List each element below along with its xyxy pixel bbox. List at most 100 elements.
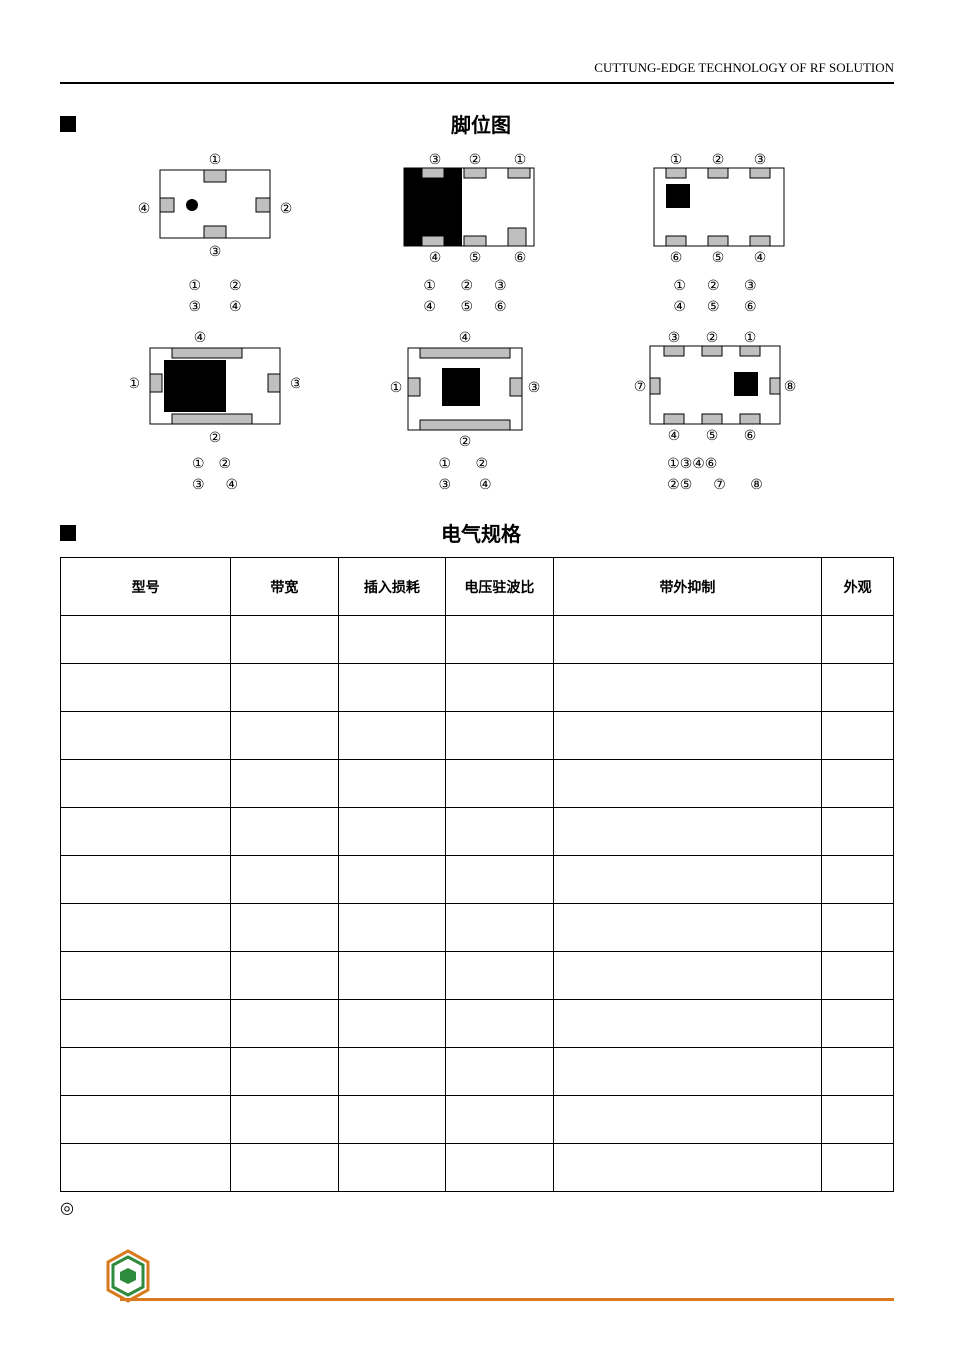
diagram-e: ④ ① ③ ② ① ② ③ ④ [380, 328, 550, 496]
table-row [61, 1000, 894, 1048]
pad-c-b3 [750, 236, 770, 246]
table-cell [553, 1096, 822, 1144]
table-cell [231, 712, 338, 760]
table-cell [446, 1000, 553, 1048]
footer-accent-line [120, 1298, 894, 1301]
table-cell [338, 904, 445, 952]
table-cell [231, 1048, 338, 1096]
col-header: 型号 [61, 558, 231, 616]
lf-2: ② [706, 331, 719, 346]
table-cell [446, 856, 553, 904]
table-cell [231, 760, 338, 808]
col-header: 带外抑制 [553, 558, 822, 616]
lf-4: ④ [668, 429, 681, 444]
section-pin-title-row: 脚位图 [60, 109, 894, 138]
header-tagline: CUTTUNG-EDGE TECHNOLOGY OF RF SOLUTION [60, 60, 894, 84]
pad-e-bot [420, 420, 510, 430]
pad-f-b2 [702, 414, 722, 424]
pad-bottom [204, 226, 226, 238]
lc-3: ③ [754, 153, 767, 168]
diagram-row-2: ④ ① ③ ② ① ② ③ ④ ④ ① ③ ② [130, 328, 894, 496]
table-cell [61, 952, 231, 1000]
table-row [61, 856, 894, 904]
pad-top [204, 170, 226, 182]
lc-4: ④ [754, 251, 767, 266]
table-cell [338, 760, 445, 808]
table-cell [338, 664, 445, 712]
lc-1: ① [670, 153, 683, 168]
label-4: ④ [138, 202, 151, 217]
table-cell [338, 1144, 445, 1192]
table-row [61, 760, 894, 808]
pad-b-bl [422, 236, 444, 246]
gnd-e [442, 368, 480, 406]
table-cell [61, 1096, 231, 1144]
pkg-c-svg: ① ② ③ ⑥ ⑤ ④ [630, 150, 800, 270]
table-cell [446, 664, 553, 712]
pkg-e-svg: ④ ① ③ ② [380, 328, 550, 448]
diagram-b: ③ ② ① ④ ⑤ ⑥ ① ② ③ ④ ⑤ ⑥ [380, 150, 550, 318]
legend-a: ① ② ③ ④ [188, 276, 241, 318]
orientation-block-icon [666, 184, 690, 208]
col-header: 带宽 [231, 558, 338, 616]
lb-3: ③ [429, 153, 442, 168]
le-3: ③ [528, 381, 541, 396]
diagram-d: ④ ① ③ ② ① ② ③ ④ [130, 328, 300, 496]
lf-5: ⑤ [706, 429, 719, 444]
outline-f [650, 346, 780, 424]
pad-b-bm [464, 236, 486, 246]
table-cell [822, 952, 894, 1000]
table-cell [61, 904, 231, 952]
col-header: 外观 [822, 558, 894, 616]
pkg-a-svg: ① ④ ② ③ [130, 150, 300, 270]
table-cell [231, 1144, 338, 1192]
lb-6: ⑥ [514, 251, 527, 266]
company-logo-icon [100, 1248, 156, 1309]
table-row [61, 1144, 894, 1192]
table-cell [446, 760, 553, 808]
table-cell [553, 856, 822, 904]
table-cell [61, 760, 231, 808]
table-cell [822, 760, 894, 808]
col-header: 插入损耗 [338, 558, 445, 616]
table-cell [553, 760, 822, 808]
pad-d-top [172, 348, 242, 358]
table-cell [822, 664, 894, 712]
table-cell [231, 664, 338, 712]
pad-b-tl [422, 168, 444, 178]
table-cell [553, 712, 822, 760]
table-cell [553, 664, 822, 712]
gnd-block [404, 168, 462, 246]
pad-c-t2 [708, 168, 728, 178]
lf-3: ③ [668, 331, 681, 346]
table-cell [553, 952, 822, 1000]
table-cell [446, 712, 553, 760]
table-cell [231, 856, 338, 904]
pad-c-t1 [666, 168, 686, 178]
label-2: ② [280, 202, 293, 217]
table-cell [338, 952, 445, 1000]
table-cell [822, 1048, 894, 1096]
footer [60, 1298, 894, 1301]
lf-7: ⑦ [634, 380, 647, 395]
lc-2: ② [712, 153, 725, 168]
col-header: 电压驻波比 [446, 558, 553, 616]
table-row [61, 1048, 894, 1096]
table-cell [553, 808, 822, 856]
table-cell [822, 1000, 894, 1048]
diagram-f: ③ ② ① ⑦ ⑧ ④ ⑤ ⑥ ①③④⑥ ②⑤ ⑦ ⑧ [630, 328, 800, 496]
table-row [61, 664, 894, 712]
diagram-c: ① ② ③ ⑥ ⑤ ④ ① ② ③ ④ ⑤ ⑥ [630, 150, 800, 318]
table-cell [822, 712, 894, 760]
table-cell [553, 1048, 822, 1096]
pad-e-r [510, 378, 522, 396]
pad-c-b2 [708, 236, 728, 246]
table-cell [231, 1096, 338, 1144]
table-cell [446, 1048, 553, 1096]
table-cell [822, 808, 894, 856]
table-cell [822, 904, 894, 952]
table-cell [553, 1000, 822, 1048]
pad-f-b1 [664, 414, 684, 424]
lb-5: ⑤ [469, 251, 482, 266]
table-row [61, 616, 894, 664]
